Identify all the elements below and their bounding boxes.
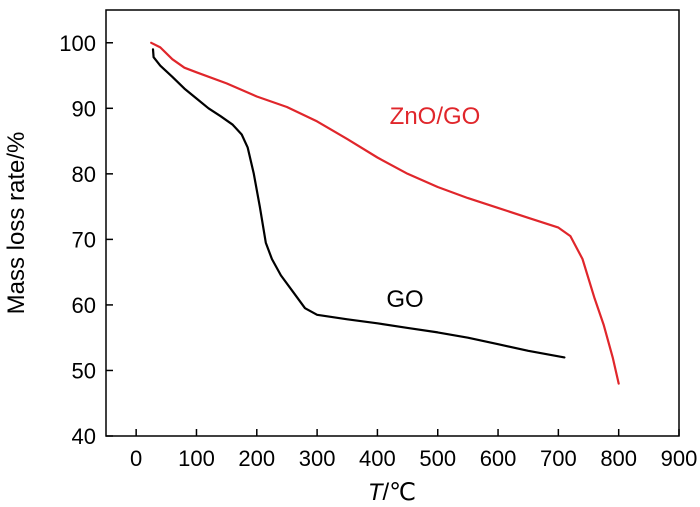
x-axis-title-italic: T [368, 479, 385, 506]
x-tick-label: 400 [359, 446, 396, 471]
y-tick-label: 100 [59, 31, 96, 56]
x-tick-label: 700 [540, 446, 577, 471]
y-axis: 40 50 60 70 80 90 100 [59, 31, 113, 449]
series-line-go [151, 48, 566, 359]
x-tick-label: 600 [480, 446, 517, 471]
y-tick-label: 60 [72, 293, 96, 318]
x-tick-label: 200 [238, 446, 275, 471]
y-tick-label: 50 [72, 358, 96, 383]
y-tick-label: 40 [72, 424, 96, 449]
plot-frame [105, 9, 680, 437]
x-tick-label: 800 [600, 446, 637, 471]
y-axis-title: Mass loss rate/% [3, 132, 30, 315]
series-layer: ZnO/GO GO [150, 41, 620, 385]
series-label-go: GO [386, 286, 423, 313]
y-tick-label: 70 [72, 227, 96, 252]
x-tick-label: 100 [178, 446, 215, 471]
x-axis: 0 100 200 300 400 500 600 700 800 900 [130, 429, 697, 471]
x-tick-label: 300 [299, 446, 336, 471]
series-label-zno-go: ZnO/GO [390, 103, 481, 130]
x-axis-title: T/℃ [368, 479, 416, 506]
y-tick-label: 90 [72, 96, 96, 121]
x-tick-label: 0 [130, 446, 142, 471]
series-line-zno-go [150, 41, 620, 385]
x-axis-title-unit: /℃ [383, 479, 417, 506]
x-tick-label: 500 [419, 446, 456, 471]
y-tick-label: 80 [72, 162, 96, 187]
x-tick-label: 900 [661, 446, 698, 471]
